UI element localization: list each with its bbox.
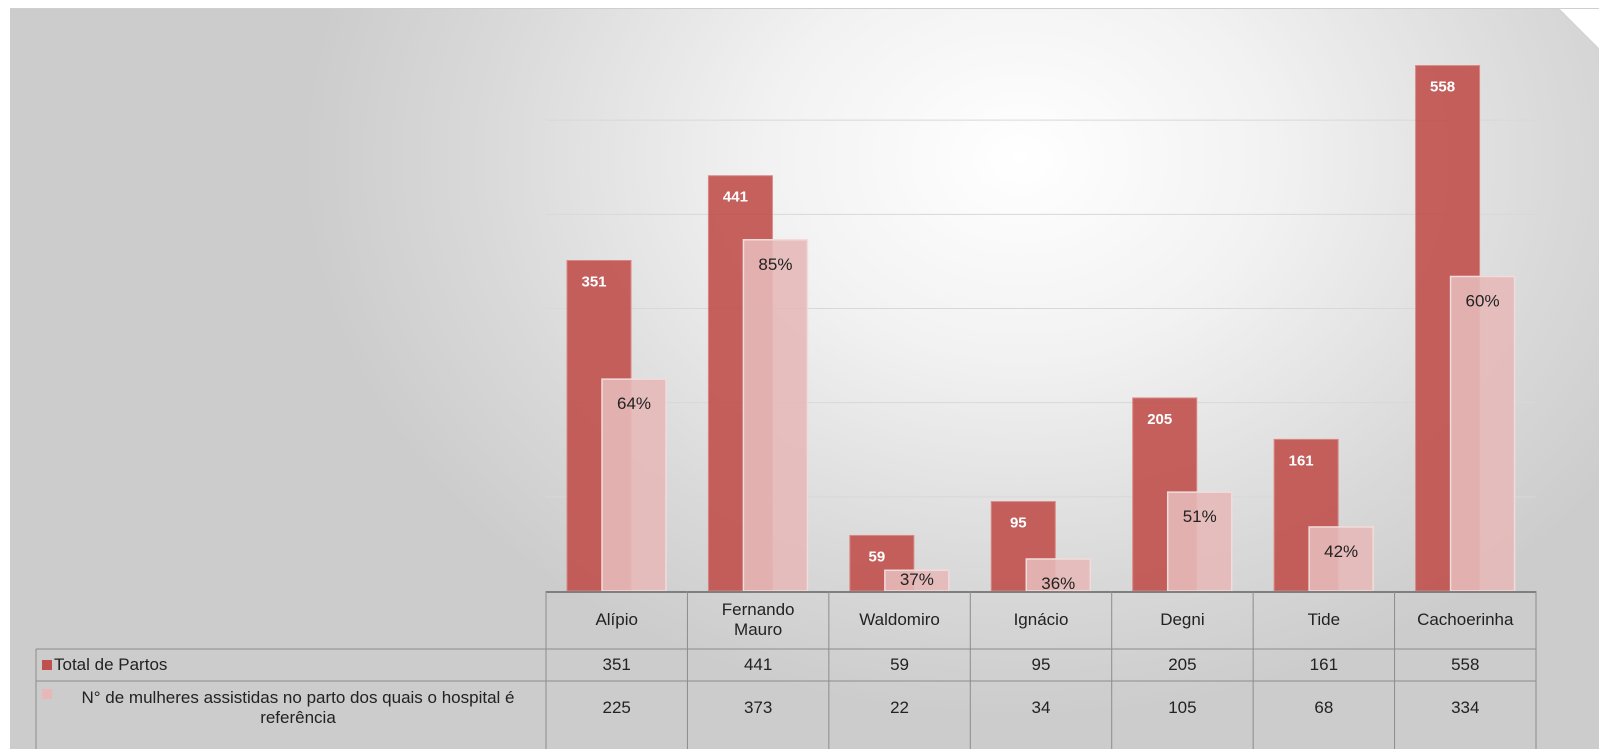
category-label: Degni (1160, 610, 1205, 629)
gridlines (546, 119, 1536, 498)
legend-key (42, 660, 52, 670)
category-label: Tide (1307, 610, 1341, 629)
chart-area: 351 64% 441 85% 59 37% 95 36% 205 51% 161 42% 558 60%… (10, 8, 1599, 749)
bar-mulheres-assistidas (1025, 558, 1092, 592)
bars (566, 65, 1516, 592)
table-cell: 161 (1309, 655, 1339, 674)
data-label-mulheres-assistidas: 37% (900, 570, 934, 589)
table-cell: 205 (1168, 655, 1197, 674)
table-cell: 373 (743, 698, 773, 717)
bar-mulheres-assistidas (1308, 526, 1374, 592)
category-label: Alípio (595, 610, 638, 629)
data-label-mulheres-assistidas: 64% (617, 394, 651, 413)
data-label-total-partos: 95 (1010, 515, 1027, 532)
legend-key (42, 689, 52, 699)
table-cell: 59 (890, 655, 910, 674)
bar-mulheres-assistidas (1449, 275, 1516, 592)
table-cell: 95 (1031, 655, 1051, 674)
bar-mulheres-assistidas (742, 239, 809, 592)
data-label-total-partos: 59 (869, 548, 886, 565)
legend-label: Total de Partos (54, 655, 168, 674)
data-label-mulheres-assistidas: 85% (758, 255, 792, 274)
data-label-mulheres-assistidas: 51% (1183, 507, 1217, 526)
data-label-total-partos: 441 (723, 189, 748, 206)
category-label: Fernando Mauro (721, 600, 795, 639)
data-labels: 351 64% 441 85% 59 37% 95 36% 205 51% 161 42% 558 60% (581, 79, 1499, 593)
category-label: Waldomiro (859, 610, 940, 629)
legend-label: N° de mulheres assistidas no parto dos q… (81, 688, 515, 727)
table-cell: 22 (890, 698, 910, 717)
category-label: Cachoerinha (1417, 610, 1514, 629)
category-label: Ignácio (1013, 610, 1069, 629)
table-cell: 334 (1451, 698, 1480, 717)
data-label-mulheres-assistidas: 60% (1466, 291, 1500, 310)
table-cell: 558 (1451, 655, 1480, 674)
data-label-mulheres-assistidas: 36% (1041, 574, 1075, 593)
table-cell: 105 (1168, 698, 1197, 717)
page-curl-decoration (1559, 9, 1599, 49)
chart-plot: 351 64% 441 85% 59 37% 95 36% 205 51% 161 42% 558 60% (35, 65, 1537, 749)
table-cell: 441 (743, 655, 773, 674)
table-cell: 225 (602, 698, 631, 717)
data-label-total-partos: 161 (1289, 452, 1314, 469)
data-label-total-partos: 558 (1430, 79, 1455, 96)
data-label-mulheres-assistidas: 42% (1324, 542, 1358, 561)
data-label-total-partos: 351 (581, 273, 606, 290)
data-label-total-partos: 205 (1147, 411, 1172, 428)
table-cell: 34 (1031, 698, 1051, 717)
table-cell: 68 (1314, 698, 1334, 717)
data-table-lines (35, 591, 1537, 749)
table-cell: 351 (602, 655, 631, 674)
